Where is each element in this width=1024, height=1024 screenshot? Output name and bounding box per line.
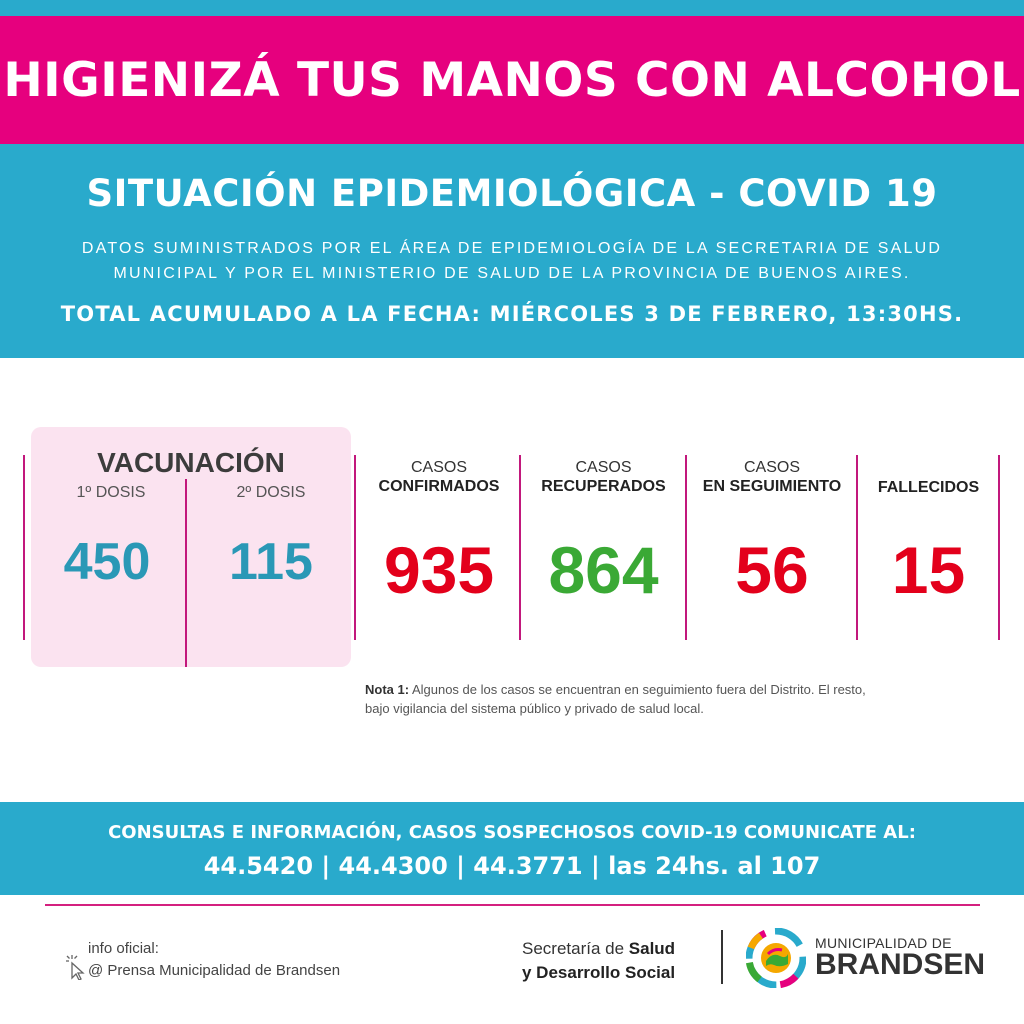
monitoring-header: CASOS EN SEGUIMIENTO <box>687 458 857 496</box>
footnote: Nota 1: Algunos de los casos se encuentr… <box>365 680 995 718</box>
contact-heading: CONSULTAS E INFORMACIÓN, CASOS SOSPECHOS… <box>108 822 916 843</box>
report-title: SITUACIÓN EPIDEMIOLÓGICA - COVID 19 <box>86 172 938 215</box>
monitoring-header-line1: CASOS <box>743 459 800 476</box>
secretaria-bold2: y Desarrollo Social <box>522 963 676 982</box>
divider <box>519 455 521 640</box>
recovered-value: 864 <box>548 533 659 607</box>
municipality-logo-icon <box>745 927 807 989</box>
monitoring-value: 56 <box>735 533 809 607</box>
footnote-label: Nota 1: <box>365 682 410 697</box>
footer-divider <box>45 904 980 906</box>
recovered-header: CASOS RECUPERADOS <box>521 458 686 496</box>
secretaria-label: Secretaría de Salud y Desarrollo Social <box>522 937 675 985</box>
secretaria-prefix: Secretaría de <box>522 939 629 958</box>
deceased-value: 15 <box>891 533 966 607</box>
vaccination-divider <box>185 479 187 667</box>
confirmed-header-line2: CONFIRMADOS <box>378 478 500 495</box>
divider <box>354 455 356 640</box>
dose1-label: 1º DOSIS <box>76 484 146 501</box>
recovered-header-line1: CASOS <box>575 459 632 476</box>
footnote-text-line2: bajo vigilancia del sistema público y pr… <box>365 701 704 716</box>
contact-phones: 44.5420 | 44.4300 | 44.3771 | las 24hs. … <box>203 852 821 880</box>
contact-band: CONSULTAS E INFORMACIÓN, CASOS SOSPECHOS… <box>0 802 1024 895</box>
click-cursor-icon <box>64 954 88 981</box>
dose1-value: 450 <box>63 533 151 591</box>
secretaria-bold1: Salud <box>628 939 676 958</box>
deceased-header: FALLECIDOS <box>858 478 999 497</box>
recovered-header-line2: RECUPERADOS <box>541 478 666 495</box>
municipality-name: MUNICIPALIDAD DE BRANDSEN <box>815 935 986 981</box>
data-source-line1: DATOS SUMINISTRADOS POR EL ÁREA DE EPIDE… <box>81 240 943 257</box>
municipality-line2: BRANDSEN <box>815 948 986 981</box>
info-account: @ Prensa Municipalidad de Brandsen <box>88 962 341 979</box>
data-source-text: DATOS SUMINISTRADOS POR EL ÁREA DE EPIDE… <box>0 236 1024 286</box>
divider <box>685 455 687 640</box>
footer-separator <box>721 930 723 984</box>
deceased-header-label: FALLECIDOS <box>877 479 980 496</box>
hygiene-banner: HIGIENIZÁ TUS MANOS CON ALCOHOL <box>0 16 1024 144</box>
divider <box>23 455 25 640</box>
municipality-line1: MUNICIPALIDAD DE <box>815 935 952 951</box>
report-header: SITUACIÓN EPIDEMIOLÓGICA - COVID 19 DATO… <box>0 144 1024 358</box>
divider <box>856 455 858 640</box>
confirmed-header: CASOS CONFIRMADOS <box>358 458 520 496</box>
banner-text: HIGIENIZÁ TUS MANOS CON ALCOHOL <box>3 52 1021 108</box>
dose2-value: 115 <box>229 533 313 591</box>
info-label: info oficial: <box>88 940 159 957</box>
data-source-line2: MUNICIPAL Y POR EL MINISTERIO DE SALUD D… <box>113 265 911 282</box>
footnote-text-line1: Algunos de los casos se encuentran en se… <box>409 682 866 697</box>
vaccination-title: VACUNACIÓN <box>97 447 285 478</box>
monitoring-header-line2: EN SEGUIMIENTO <box>702 478 842 495</box>
divider <box>998 455 1000 640</box>
report-date: TOTAL ACUMULADO A LA FECHA: MIÉRCOLES 3 … <box>60 302 964 326</box>
vaccination-panel: VACUNACIÓN 1º DOSIS 2º DOSIS 450 115 <box>31 427 351 667</box>
top-stripe <box>0 0 1024 16</box>
dose2-label: 2º DOSIS <box>236 484 306 501</box>
confirmed-header-line1: CASOS <box>410 459 467 476</box>
confirmed-value: 935 <box>383 533 495 607</box>
